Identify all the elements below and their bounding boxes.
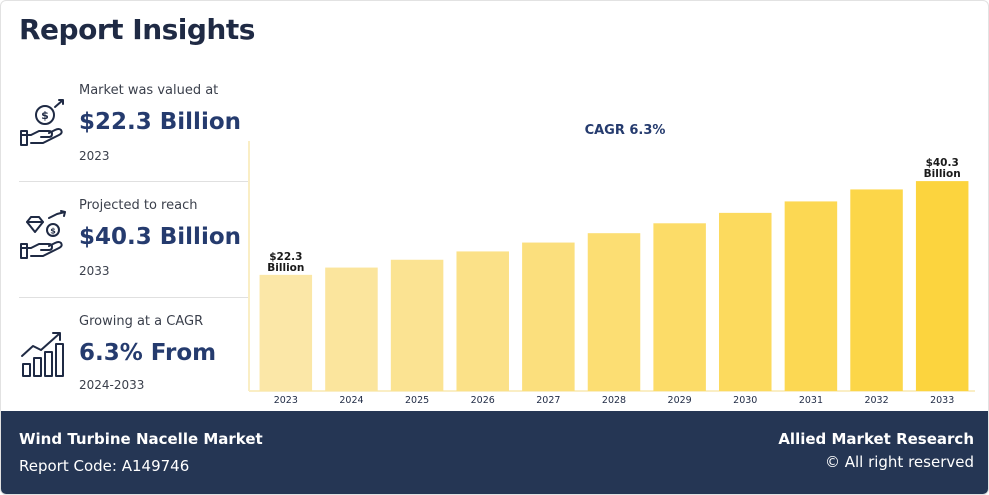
x-tick-label: 2031: [799, 395, 823, 406]
data-label-2023: $22.3: [269, 251, 302, 263]
x-tick-label: 2026: [471, 395, 495, 406]
x-tick-label: 2033: [930, 395, 954, 406]
x-tick-label: 2032: [864, 395, 888, 406]
stat-value: 6.3% From: [79, 340, 217, 366]
x-tick-label: 2024: [339, 395, 363, 406]
svg-text:$: $: [41, 109, 49, 122]
stat-year: 2023: [79, 149, 110, 163]
report-code: Report Code: A149746: [19, 457, 190, 475]
stat-label: Market was valued at: [79, 83, 219, 98]
stat-label: Projected to reach: [79, 198, 198, 213]
stat-year: 2033: [79, 264, 110, 278]
bar-2029: [653, 223, 706, 391]
cagr-annotation: CAGR 6.3%: [585, 123, 666, 138]
data-label-2023: Billion: [267, 262, 304, 274]
rights-text: © All right reserved: [824, 453, 974, 471]
x-tick-label: 2030: [733, 395, 757, 406]
x-tick-label: 2025: [405, 395, 429, 406]
bar-2030: [719, 212, 772, 391]
x-tick-label: 2023: [274, 395, 298, 406]
divider: [19, 181, 249, 182]
bar-2032: [850, 189, 903, 391]
stat-cagr: Growing at a CAGR 6.3% From 2024-2033: [19, 310, 249, 424]
stat-value: $22.3 Billion: [79, 109, 241, 135]
bar-2031: [784, 201, 838, 391]
svg-text:$: $: [50, 227, 56, 236]
diamond-coin-hand-icon: $: [19, 210, 71, 262]
divider: [19, 297, 249, 298]
footer-bar: Wind Turbine Nacelle Market Report Code:…: [1, 411, 988, 494]
stat-year-range: 2024-2033: [79, 378, 145, 392]
bar-2027: [522, 242, 575, 391]
data-label-2033: $40.3: [926, 157, 959, 169]
growth-bar-chart-icon: [19, 328, 71, 380]
bar-2025: [390, 259, 444, 391]
stat-value: $40.3 Billion: [79, 224, 241, 250]
bars-group: [259, 181, 969, 391]
bar-2026: [456, 251, 509, 391]
brand-name: Allied Market Research: [778, 430, 974, 448]
bar-2028: [587, 233, 641, 391]
x-tick-label: 2029: [668, 395, 692, 406]
stat-projected-value: $ Projected to reach $40.3 Billion 2033: [19, 194, 249, 308]
data-label-2033: Billion: [924, 168, 961, 180]
money-bag-hand-icon: $: [19, 97, 71, 149]
bar-2033: [915, 181, 969, 391]
market-name: Wind Turbine Nacelle Market: [19, 430, 263, 448]
x-tick-label: 2027: [536, 395, 560, 406]
bar-2023: [259, 274, 313, 391]
page-title: Report Insights: [19, 13, 255, 46]
bar-2024: [325, 267, 378, 391]
x-tick-label: 2028: [602, 395, 626, 406]
stat-label: Growing at a CAGR: [79, 314, 204, 329]
stat-market-value: $ Market was valued at $22.3 Billion 202…: [19, 79, 249, 193]
